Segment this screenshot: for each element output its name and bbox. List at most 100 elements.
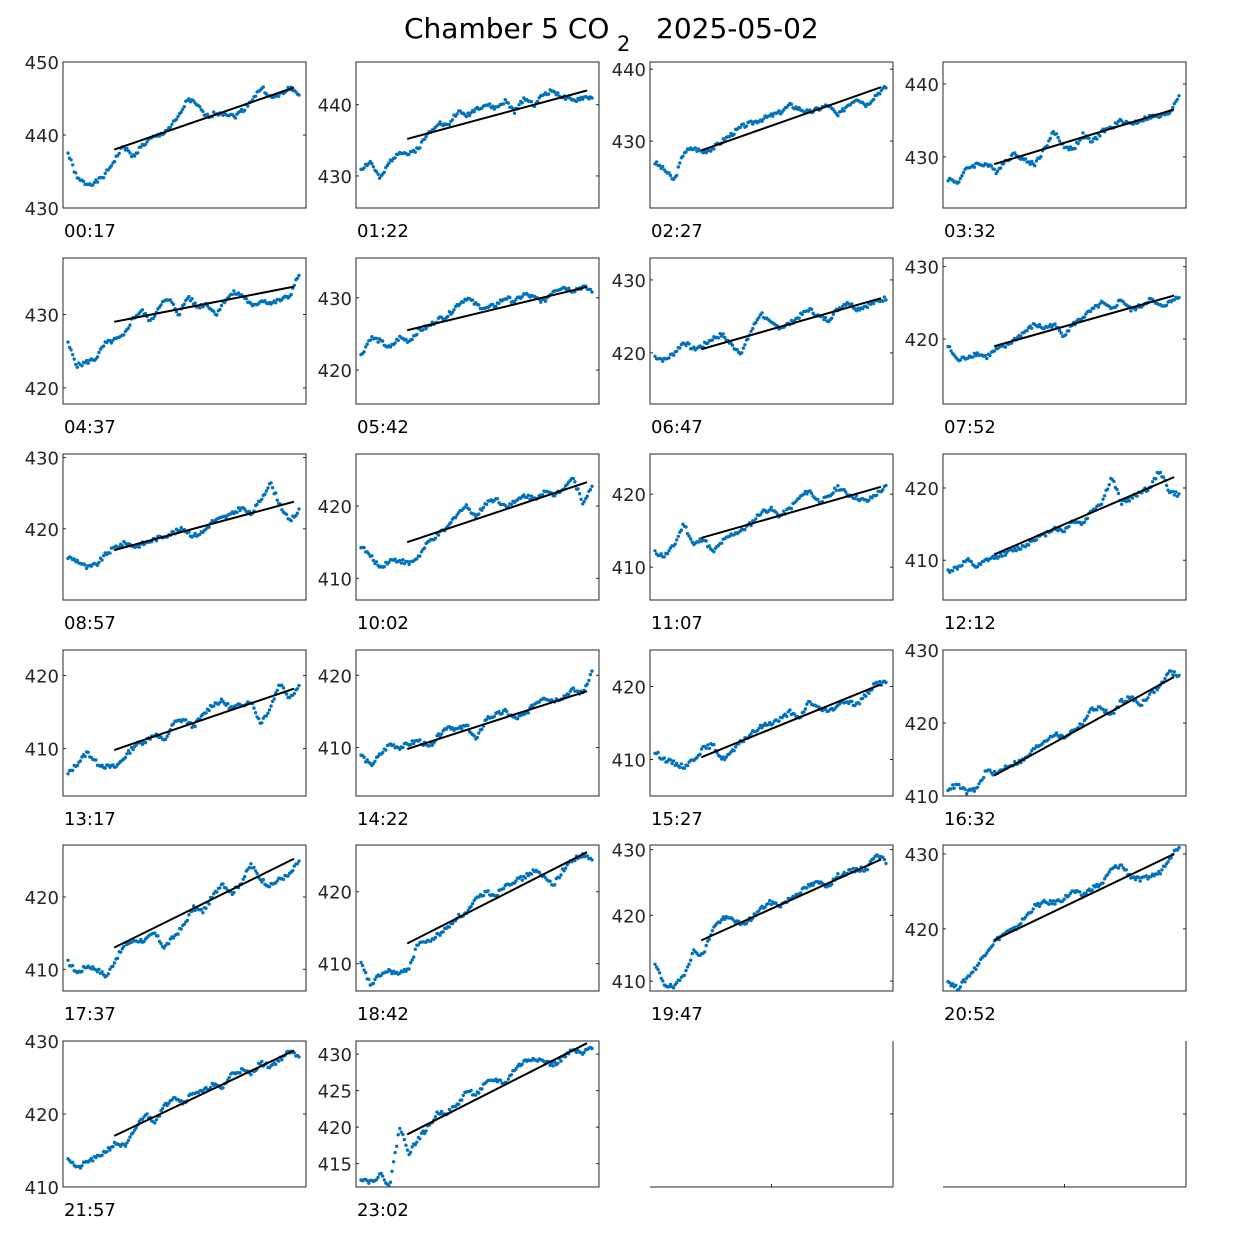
- data-point: [295, 862, 300, 866]
- data-point: [865, 868, 870, 872]
- data-point: [721, 755, 725, 759]
- data-point: [277, 1059, 281, 1063]
- data-point: [449, 520, 453, 525]
- data-point: [992, 167, 997, 171]
- data-point: [988, 353, 992, 358]
- panel-time-label: 08:57: [64, 613, 116, 634]
- data-point: [834, 488, 839, 493]
- figure-title-date: 2025-05-02: [656, 12, 819, 45]
- data-point: [261, 878, 265, 882]
- data-point: [469, 1088, 473, 1093]
- data-point: [732, 749, 736, 753]
- data-point: [768, 508, 772, 512]
- data-point: [413, 150, 417, 154]
- data-point: [871, 97, 876, 102]
- data-point: [865, 305, 870, 310]
- data-point: [396, 338, 400, 343]
- data-point: [226, 701, 230, 706]
- data-point: [653, 549, 657, 553]
- panel-11: 410 420 11:07: [612, 453, 894, 634]
- data-point: [410, 1145, 414, 1149]
- data-point: [374, 336, 379, 341]
- data-point: [1137, 875, 1141, 880]
- data-point: [270, 699, 275, 704]
- data-point: [421, 328, 425, 332]
- data-point: [270, 486, 275, 490]
- data-point: [131, 747, 135, 752]
- data-point: [1101, 707, 1105, 711]
- data-point: [241, 877, 245, 881]
- panel-time-label: 02:27: [651, 221, 703, 242]
- data-point: [258, 1062, 262, 1066]
- data-point: [108, 551, 112, 555]
- data-point: [881, 488, 885, 492]
- data-point: [421, 1129, 425, 1133]
- data-point: [131, 1131, 135, 1135]
- data-point: [985, 951, 989, 955]
- data-point: [1158, 470, 1163, 475]
- data-point: [1115, 487, 1119, 492]
- data-point: [174, 310, 179, 314]
- data-point: [407, 152, 411, 156]
- panel-23: [650, 1041, 894, 1188]
- data-point: [676, 165, 680, 169]
- data-point: [517, 103, 521, 107]
- data-point: [659, 976, 663, 981]
- data-point: [106, 972, 111, 976]
- data-point: [808, 700, 812, 704]
- data-point: [563, 1055, 568, 1059]
- data-point: [71, 768, 75, 773]
- data-point: [475, 735, 479, 740]
- data-point: [567, 693, 571, 697]
- data-point: [275, 498, 279, 502]
- data-point: [105, 1150, 109, 1154]
- data-point: [689, 958, 693, 962]
- y-tick-label: 410: [612, 558, 646, 579]
- data-point: [467, 507, 472, 512]
- data-point: [399, 561, 403, 565]
- data-point: [122, 333, 126, 337]
- data-point: [732, 132, 736, 136]
- data-point: [261, 85, 265, 89]
- data-point: [388, 345, 393, 349]
- data-point: [1107, 483, 1111, 487]
- data-point: [743, 343, 747, 347]
- data-point: [992, 349, 997, 353]
- data-point: [120, 544, 125, 548]
- data-point: [659, 552, 663, 556]
- data-point: [95, 563, 100, 567]
- data-point: [267, 708, 272, 712]
- fit-line: [700, 683, 882, 759]
- data-point: [718, 754, 722, 759]
- data-point: [1054, 731, 1059, 735]
- data-point: [472, 512, 476, 516]
- data-point: [958, 358, 963, 362]
- data-point: [844, 490, 848, 494]
- data-point: [179, 525, 183, 530]
- y-tick-label: 430: [612, 132, 646, 153]
- data-point: [367, 1181, 371, 1186]
- data-point: [520, 101, 524, 105]
- data-point: [187, 913, 191, 917]
- data-point: [1023, 915, 1028, 919]
- data-point: [1124, 499, 1129, 504]
- data-point: [1163, 677, 1167, 681]
- data-point: [1157, 869, 1161, 874]
- data-point: [540, 493, 545, 497]
- data-point: [413, 1143, 417, 1147]
- data-point: [884, 680, 888, 685]
- data-point: [128, 323, 132, 327]
- data-point: [758, 513, 763, 517]
- data-point: [388, 1180, 393, 1184]
- data-point: [264, 714, 269, 718]
- data-point: [1096, 305, 1101, 309]
- data-point: [991, 773, 995, 777]
- data-point: [1172, 670, 1177, 674]
- plot-frame: [355, 1040, 600, 1188]
- panel-1: 430 440 450 00:17: [25, 53, 307, 242]
- data-point: [1051, 899, 1056, 903]
- data-point: [381, 1174, 385, 1178]
- data-point: [281, 686, 286, 690]
- data-point: [1127, 499, 1132, 503]
- data-point: [382, 170, 386, 174]
